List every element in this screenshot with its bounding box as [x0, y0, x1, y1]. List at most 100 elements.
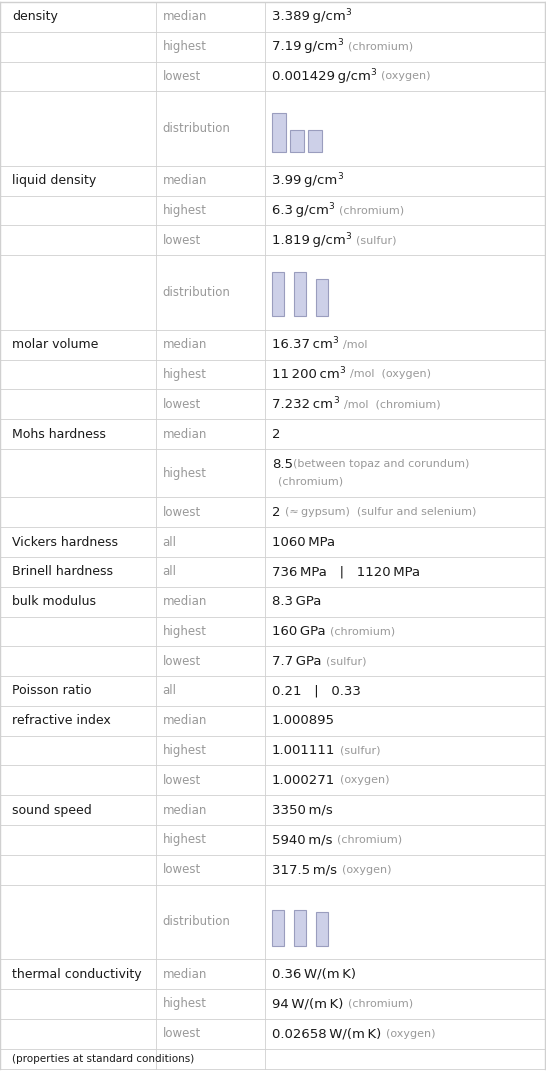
- Text: 160 GPa: 160 GPa: [272, 624, 325, 638]
- Text: (chromium): (chromium): [348, 999, 413, 1009]
- Text: lowest: lowest: [163, 654, 201, 667]
- Text: bulk modulus: bulk modulus: [12, 595, 96, 608]
- Text: lowest: lowest: [163, 70, 201, 82]
- Text: median: median: [163, 714, 207, 727]
- Text: lowest: lowest: [163, 233, 201, 246]
- Text: thermal conductivity: thermal conductivity: [12, 967, 141, 981]
- Text: 1060 MPa: 1060 MPa: [272, 536, 335, 548]
- Text: 0.001429 g/cm: 0.001429 g/cm: [272, 70, 371, 82]
- Bar: [316, 912, 328, 946]
- Text: distribution: distribution: [163, 916, 230, 929]
- Text: 1.001111: 1.001111: [272, 744, 335, 757]
- Text: refractive index: refractive index: [12, 714, 111, 727]
- Text: /mol  (chromium): /mol (chromium): [343, 399, 440, 409]
- Text: 94 W/(m K): 94 W/(m K): [272, 997, 343, 1010]
- Text: 2: 2: [272, 506, 280, 518]
- Text: median: median: [163, 175, 207, 187]
- Text: highest: highest: [163, 833, 206, 846]
- Text: 3: 3: [333, 395, 339, 405]
- Text: (between topaz and corundum): (between topaz and corundum): [293, 459, 469, 469]
- Bar: [294, 272, 306, 316]
- Text: (sulfur): (sulfur): [340, 745, 381, 755]
- Text: 0.21   |   0.33: 0.21 | 0.33: [272, 684, 361, 697]
- Text: 3.389 g/cm: 3.389 g/cm: [272, 11, 346, 24]
- Text: 7.7 GPa: 7.7 GPa: [272, 654, 321, 667]
- Text: 3: 3: [333, 336, 339, 345]
- Text: (chromium): (chromium): [348, 42, 413, 51]
- Text: 1.819 g/cm: 1.819 g/cm: [272, 233, 346, 246]
- Text: 736 MPa   |   1120 MPa: 736 MPa | 1120 MPa: [272, 565, 420, 578]
- Bar: [272, 114, 286, 152]
- Text: median: median: [163, 967, 207, 981]
- Text: (sulfur): (sulfur): [327, 657, 367, 666]
- Text: 7.232 cm: 7.232 cm: [272, 397, 333, 410]
- Text: (oxygen): (oxygen): [342, 864, 391, 875]
- Bar: [308, 131, 322, 152]
- Text: 317.5 m/s: 317.5 m/s: [272, 863, 337, 876]
- Text: density: density: [12, 11, 58, 24]
- Bar: [290, 131, 304, 152]
- Text: highest: highest: [163, 205, 206, 217]
- Text: 7.19 g/cm: 7.19 g/cm: [272, 41, 337, 54]
- Text: molar volume: molar volume: [12, 338, 98, 351]
- Text: 8.3 GPa: 8.3 GPa: [272, 595, 321, 608]
- Text: Poisson ratio: Poisson ratio: [12, 684, 92, 697]
- Text: liquid density: liquid density: [12, 175, 96, 187]
- Text: all: all: [163, 565, 176, 578]
- Text: highest: highest: [163, 624, 206, 638]
- Bar: [272, 272, 284, 316]
- Text: 3: 3: [346, 9, 351, 17]
- Text: 3: 3: [337, 172, 343, 181]
- Text: 3: 3: [329, 202, 335, 211]
- Text: 3350 m/s: 3350 m/s: [272, 803, 333, 817]
- Text: (≈ gypsum)  (sulfur and selenium): (≈ gypsum) (sulfur and selenium): [286, 508, 477, 517]
- Text: 16.37 cm: 16.37 cm: [272, 338, 333, 351]
- Text: /mol  (oxygen): /mol (oxygen): [351, 369, 431, 379]
- Text: median: median: [163, 427, 207, 440]
- Text: highest: highest: [163, 997, 206, 1010]
- Text: highest: highest: [163, 467, 206, 480]
- Text: 1.000895: 1.000895: [272, 714, 335, 727]
- Text: 0.02658 W/(m K): 0.02658 W/(m K): [272, 1027, 381, 1040]
- Text: 6.3 g/cm: 6.3 g/cm: [272, 205, 329, 217]
- Text: 5940 m/s: 5940 m/s: [272, 833, 333, 846]
- Text: distribution: distribution: [163, 286, 230, 299]
- Text: lowest: lowest: [163, 1027, 201, 1040]
- Text: 3: 3: [340, 366, 345, 375]
- Text: highest: highest: [163, 41, 206, 54]
- Text: (sulfur): (sulfur): [357, 236, 397, 245]
- Text: /mol: /mol: [343, 340, 368, 349]
- Text: 3: 3: [337, 39, 343, 47]
- Text: 3: 3: [346, 231, 351, 241]
- Bar: [316, 280, 328, 316]
- Text: (chromium): (chromium): [337, 835, 402, 845]
- Text: highest: highest: [163, 744, 206, 757]
- Text: (oxygen): (oxygen): [386, 1028, 436, 1039]
- Text: Mohs hardness: Mohs hardness: [12, 427, 106, 440]
- Text: 3: 3: [371, 67, 376, 77]
- Text: 11 200 cm: 11 200 cm: [272, 368, 340, 381]
- Text: distribution: distribution: [163, 122, 230, 135]
- Text: (oxygen): (oxygen): [340, 775, 389, 785]
- Text: sound speed: sound speed: [12, 803, 92, 817]
- Text: 0.36 W/(m K): 0.36 W/(m K): [272, 967, 356, 981]
- Text: lowest: lowest: [163, 397, 201, 410]
- Text: (oxygen): (oxygen): [382, 72, 431, 81]
- Text: lowest: lowest: [163, 863, 201, 876]
- Text: (chromium): (chromium): [278, 477, 343, 487]
- Text: 1.000271: 1.000271: [272, 774, 335, 787]
- Text: median: median: [163, 803, 207, 817]
- Text: 2: 2: [272, 427, 280, 440]
- Text: median: median: [163, 11, 207, 24]
- Text: (chromium): (chromium): [340, 206, 405, 215]
- Text: lowest: lowest: [163, 774, 201, 787]
- Text: 8.5: 8.5: [272, 458, 293, 471]
- Bar: [272, 909, 284, 946]
- Text: (properties at standard conditions): (properties at standard conditions): [12, 1054, 194, 1064]
- Text: all: all: [163, 684, 176, 697]
- Bar: [294, 909, 306, 946]
- Text: lowest: lowest: [163, 506, 201, 518]
- Text: median: median: [163, 595, 207, 608]
- Text: (chromium): (chromium): [330, 627, 395, 636]
- Text: Vickers hardness: Vickers hardness: [12, 536, 118, 548]
